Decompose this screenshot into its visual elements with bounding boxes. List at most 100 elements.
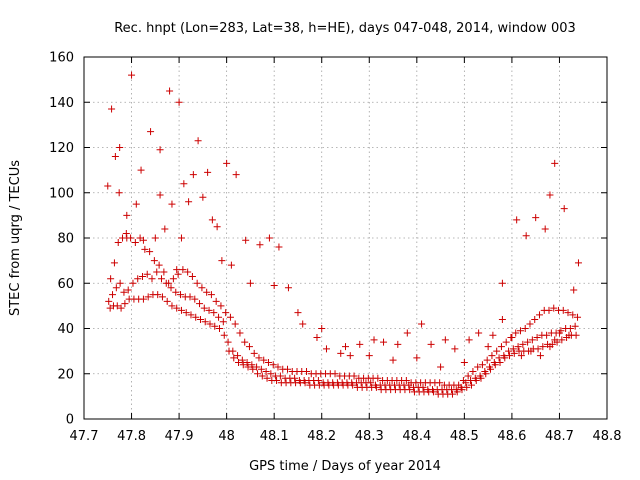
data-point bbox=[512, 329, 520, 337]
y-tick-label: 120 bbox=[49, 141, 74, 156]
x-tick-label: 48.5 bbox=[450, 429, 479, 444]
data-point bbox=[105, 297, 113, 305]
data-point bbox=[212, 297, 220, 305]
data-point bbox=[250, 349, 258, 357]
data-point bbox=[168, 302, 176, 310]
data-point bbox=[565, 331, 573, 339]
data-point bbox=[262, 367, 270, 375]
data-point bbox=[132, 200, 140, 208]
data-point bbox=[114, 239, 122, 247]
data-point bbox=[113, 302, 121, 310]
data-point bbox=[121, 300, 129, 308]
data-point bbox=[213, 223, 221, 231]
data-point bbox=[179, 266, 187, 274]
data-point bbox=[166, 87, 174, 95]
data-point bbox=[194, 137, 202, 145]
data-point bbox=[546, 191, 554, 199]
data-point bbox=[117, 304, 125, 312]
data-point bbox=[185, 198, 193, 206]
data-point bbox=[248, 361, 256, 369]
data-point bbox=[337, 349, 345, 357]
data-point bbox=[218, 257, 226, 265]
data-point bbox=[129, 279, 137, 287]
x-tick-label: 48.6 bbox=[497, 429, 526, 444]
data-point bbox=[498, 315, 506, 323]
data-point bbox=[452, 386, 460, 394]
data-point bbox=[260, 356, 268, 364]
data-point bbox=[256, 241, 264, 249]
data-point bbox=[464, 372, 472, 380]
data-point bbox=[516, 327, 524, 335]
data-point bbox=[370, 336, 378, 344]
data-point bbox=[246, 279, 254, 287]
data-point bbox=[314, 377, 322, 385]
data-point bbox=[274, 363, 282, 371]
data-point bbox=[350, 372, 358, 380]
data-point bbox=[495, 354, 503, 362]
data-point bbox=[203, 288, 211, 296]
data-point bbox=[245, 343, 253, 351]
x-tick-label: 48.4 bbox=[402, 429, 431, 444]
data-point bbox=[111, 153, 119, 161]
data-point bbox=[186, 293, 194, 301]
data-point bbox=[124, 286, 132, 294]
data-points bbox=[104, 71, 582, 398]
data-point bbox=[120, 288, 128, 296]
data-point bbox=[128, 71, 136, 79]
data-point bbox=[550, 304, 558, 312]
y-tick-label: 20 bbox=[57, 367, 74, 382]
data-point bbox=[208, 216, 216, 224]
y-axis: 0 20 40 60 80 100 120 140 160 bbox=[49, 51, 607, 428]
data-point bbox=[231, 320, 239, 328]
data-point bbox=[566, 325, 574, 332]
data-point bbox=[531, 315, 539, 323]
data-point bbox=[283, 365, 291, 373]
data-point bbox=[541, 225, 549, 233]
data-point bbox=[564, 309, 572, 317]
data-point bbox=[175, 98, 183, 106]
data-point bbox=[299, 320, 307, 328]
data-point bbox=[273, 377, 281, 385]
data-point bbox=[188, 272, 196, 280]
data-point bbox=[207, 291, 215, 299]
data-point bbox=[560, 205, 568, 213]
data-point bbox=[436, 379, 444, 387]
data-point bbox=[144, 293, 152, 301]
data-point bbox=[489, 331, 497, 339]
data-point bbox=[235, 358, 243, 366]
data-point bbox=[394, 340, 402, 348]
data-point bbox=[143, 270, 151, 278]
data-point bbox=[546, 343, 554, 351]
data-point bbox=[342, 343, 349, 351]
data-point bbox=[210, 309, 218, 317]
data-point bbox=[177, 306, 185, 314]
data-point bbox=[139, 295, 147, 303]
data-point bbox=[244, 363, 252, 371]
data-point bbox=[460, 358, 468, 366]
data-point bbox=[219, 318, 227, 326]
data-point bbox=[174, 270, 182, 278]
data-point bbox=[481, 367, 489, 375]
data-point bbox=[508, 334, 516, 342]
x-tick-label: 48.3 bbox=[355, 429, 384, 444]
data-point bbox=[141, 245, 149, 253]
data-point bbox=[224, 338, 232, 346]
data-point bbox=[199, 193, 207, 201]
data-point bbox=[184, 268, 192, 276]
data-point bbox=[519, 340, 527, 348]
data-point bbox=[534, 345, 542, 353]
data-point bbox=[156, 191, 164, 199]
y-tick-label: 140 bbox=[49, 96, 74, 111]
data-point bbox=[367, 379, 375, 387]
x-tick-label: 47.8 bbox=[117, 429, 146, 444]
data-point bbox=[154, 291, 162, 299]
data-point bbox=[510, 349, 518, 357]
data-point bbox=[486, 363, 494, 371]
data-point bbox=[467, 377, 475, 385]
data-point bbox=[150, 257, 158, 265]
data-point bbox=[490, 358, 498, 366]
data-point bbox=[264, 358, 272, 366]
data-point bbox=[104, 182, 112, 190]
data-point bbox=[484, 343, 492, 351]
